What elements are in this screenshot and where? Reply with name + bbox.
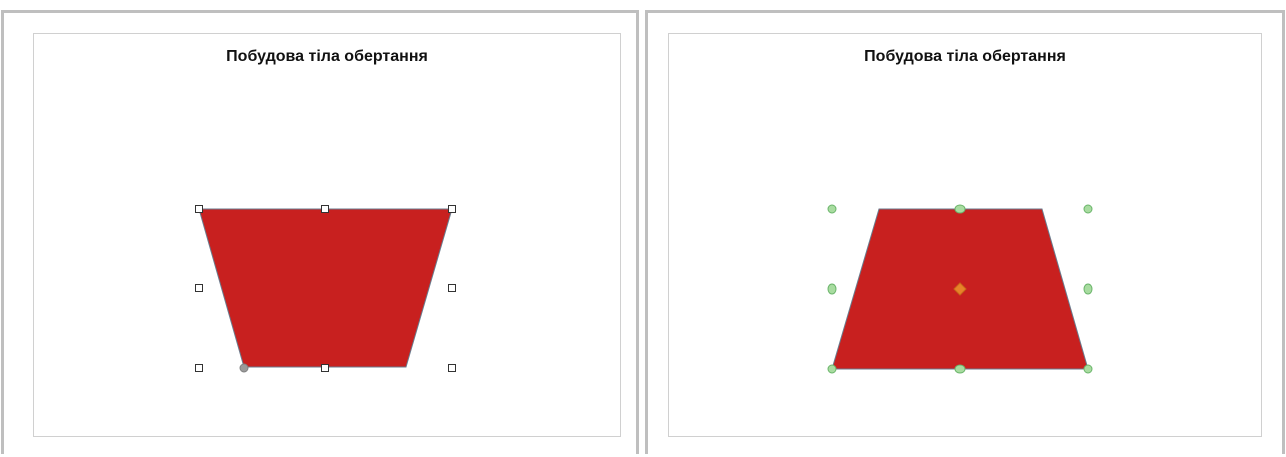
slide-title[interactable]: Побудова тіла обертання <box>864 48 1066 65</box>
resize-handle-top-left[interactable] <box>195 205 203 213</box>
right-editor-panel: Побудова тіла обертання <box>645 10 1285 454</box>
point-handle-bottom-left[interactable] <box>239 363 249 373</box>
rotate-handle-bottom-left[interactable] <box>827 364 837 374</box>
trapezoid-shape[interactable] <box>198 208 453 368</box>
resize-handle-top-right[interactable] <box>448 205 456 213</box>
rotate-handle-top-right[interactable] <box>1083 204 1093 214</box>
rotate-handle-bottom-center[interactable] <box>954 364 966 374</box>
resize-handle-bottom-left[interactable] <box>195 364 203 372</box>
right-shape-layer <box>827 204 1093 374</box>
resize-handle-middle-left[interactable] <box>195 284 203 292</box>
resize-handle-middle-right[interactable] <box>448 284 456 292</box>
rotate-handle-top-center[interactable] <box>954 204 966 214</box>
left-shape-layer <box>195 205 456 373</box>
rotate-handle-bottom-right[interactable] <box>1083 364 1093 374</box>
resize-handle-bottom-center[interactable] <box>321 364 329 372</box>
rotation-pivot-icon[interactable] <box>953 282 967 296</box>
slide-title[interactable]: Побудова тіла обертання <box>226 48 428 65</box>
rotate-handle-middle-left[interactable] <box>827 283 837 295</box>
resize-handle-top-center[interactable] <box>321 205 329 213</box>
resize-handle-bottom-right[interactable] <box>448 364 456 372</box>
left-editor-panel: Побудова тіла обертання <box>1 10 639 454</box>
rotate-handle-middle-right[interactable] <box>1083 283 1093 295</box>
rotate-handle-top-left[interactable] <box>827 204 837 214</box>
